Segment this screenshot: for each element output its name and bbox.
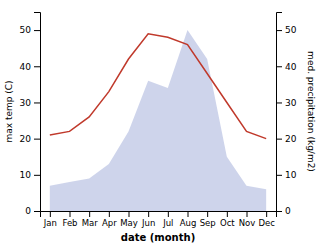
tick: Jul (162, 211, 173, 228)
tick-mark (188, 211, 189, 217)
tick: Aug (180, 211, 197, 228)
axis-line (41, 212, 277, 218)
tick-label: Feb (62, 218, 77, 228)
tick-mark (129, 211, 130, 217)
tick-mark (50, 211, 51, 217)
tick-mark (266, 211, 267, 217)
marks (50, 30, 266, 211)
tick: Sep (200, 211, 216, 228)
tick-mark (34, 30, 40, 31)
tick-label: Dec (258, 218, 275, 228)
tick-label: Aug (180, 218, 197, 228)
tick-mark (34, 102, 40, 103)
tick-label: Sep (200, 218, 216, 228)
x-axis-title: date (month) (121, 232, 195, 243)
tick-mark (276, 211, 282, 212)
tick-label: 0 (285, 206, 291, 216)
tick: 10 (276, 170, 297, 180)
tick: 0 (25, 206, 40, 216)
tick: May (120, 211, 138, 228)
tick-mark (89, 211, 90, 217)
tick-label: Oct (220, 218, 235, 228)
tick: 10 (20, 170, 40, 180)
tick-label: Jun (141, 218, 155, 228)
tick: Jan (43, 211, 57, 228)
tick-mark (168, 211, 169, 217)
tick-mark (34, 66, 40, 67)
axis-line (34, 13, 41, 212)
tick-mark (276, 102, 282, 103)
tick-label: Jan (43, 218, 57, 228)
tick: Jun (141, 211, 155, 228)
tick: Mar (82, 211, 99, 228)
tick-label: 20 (20, 134, 32, 144)
tick-mark (276, 66, 282, 67)
tick: 40 (276, 62, 297, 72)
tick: Nov (239, 211, 256, 228)
tick: 30 (276, 98, 297, 108)
tick-label: 10 (285, 170, 297, 180)
tick: Feb (62, 211, 77, 228)
tick-mark (148, 211, 149, 217)
tick-label: Nov (239, 218, 256, 228)
tick: Dec (258, 211, 275, 228)
chart-svg: Jan Feb MarAprMayJun Jul AugSep Oct NovDec 0 10 2… (0, 0, 318, 247)
tick-label: May (120, 218, 138, 228)
tick: 40 (20, 62, 40, 72)
tick-mark (247, 211, 248, 217)
tick-label: 20 (285, 134, 297, 144)
tick-label: 40 (285, 62, 297, 72)
tick-label: 30 (20, 98, 32, 108)
tick: Oct (220, 211, 235, 228)
area (50, 30, 266, 211)
x-axis: Jan Feb MarAprMayJun Jul AugSep Oct NovDec (41, 211, 277, 228)
tick-label: 30 (285, 98, 297, 108)
tick-label: Jul (162, 218, 173, 228)
line (50, 34, 266, 139)
y2-axis-title: med. precipitation (kg/m2) (306, 51, 316, 172)
tick-mark (34, 175, 40, 176)
tick-label: 10 (20, 170, 32, 180)
tick-label: 0 (25, 206, 31, 216)
y2-axis: 0 10 20 30 40 50 (276, 13, 297, 217)
tick-label: 50 (285, 25, 297, 35)
tick-mark (276, 175, 282, 176)
tick-mark (276, 30, 282, 31)
y-axis: 0 10 20 30 40 50 (20, 13, 41, 217)
tick: 50 (276, 25, 297, 35)
y-axis-title: max temp (C) (4, 80, 14, 142)
tick-label: Apr (102, 218, 117, 228)
tick: 50 (20, 25, 40, 35)
tick: Apr (102, 211, 117, 228)
plot: Jan Feb MarAprMayJun Jul AugSep Oct NovDec 0 10 2… (4, 13, 316, 244)
tick-label: 50 (20, 25, 32, 35)
tick-mark (109, 211, 110, 217)
tick-mark (276, 139, 282, 140)
tick: 20 (276, 134, 297, 144)
chart-container: Jan Feb MarAprMayJun Jul AugSep Oct NovDec 0 10 2… (0, 0, 318, 247)
tick-mark (70, 211, 71, 217)
tick-label: Mar (82, 218, 99, 228)
tick: 30 (20, 98, 40, 108)
tick-mark (34, 211, 40, 212)
tick-mark (227, 211, 228, 217)
tick-mark (207, 211, 208, 217)
tick: 0 (276, 206, 291, 216)
tick: 20 (20, 134, 40, 144)
axis-line (277, 13, 283, 212)
tick-mark (34, 139, 40, 140)
tick-label: 40 (20, 62, 32, 72)
